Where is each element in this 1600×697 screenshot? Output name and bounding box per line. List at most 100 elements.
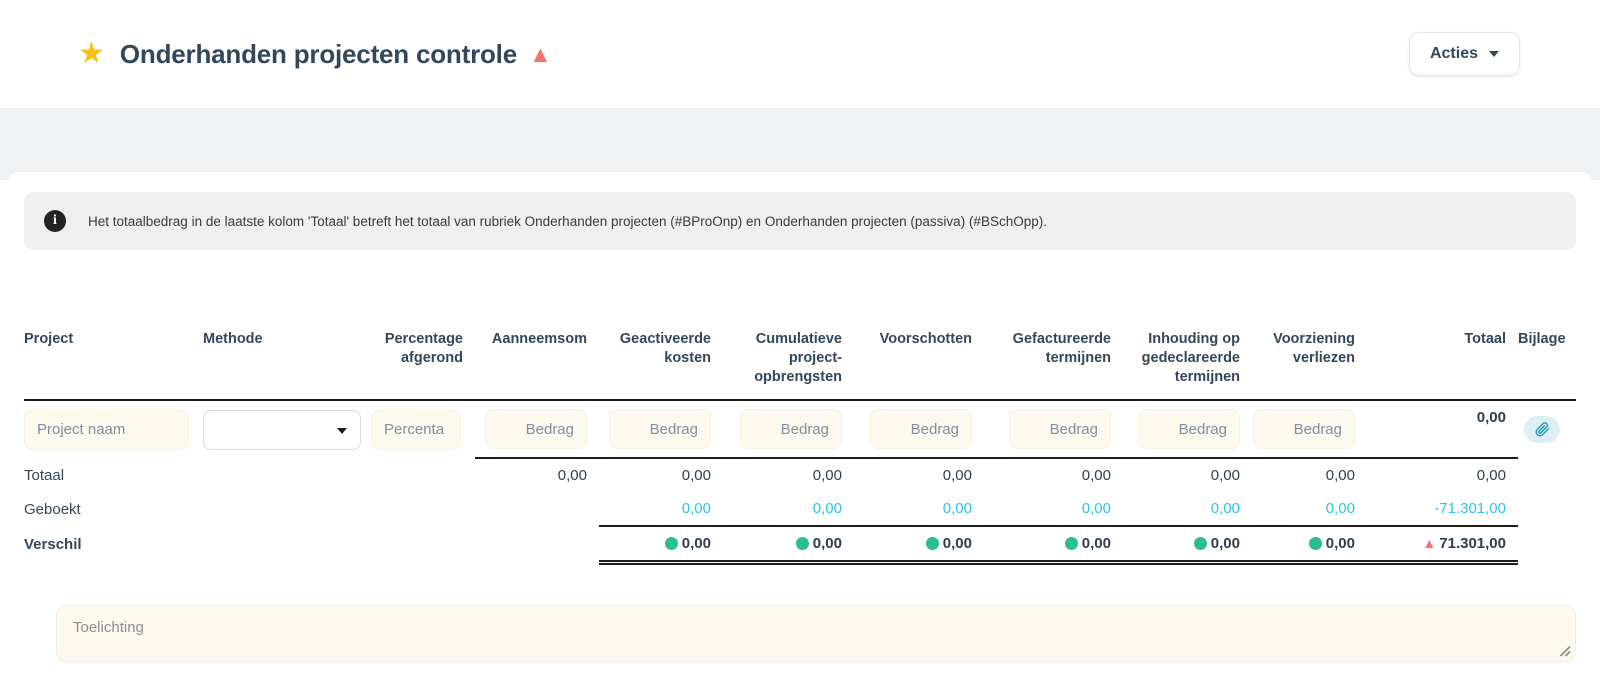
geactiveerde-kosten-input[interactable] (609, 409, 711, 450)
column-header-gefactureerde-termijnen: Gefactureerde termijnen (984, 330, 1123, 402)
status-ok-dot-icon (1193, 537, 1207, 551)
empty-cell (1518, 492, 1576, 526)
subheader-band (0, 108, 1600, 180)
table-header-row: Project Methode Percentage afgerond Aann… (24, 330, 1576, 402)
empty-cell (1518, 458, 1576, 492)
methode-select[interactable] (203, 409, 361, 450)
totaal-voorschotten: 0,00 (854, 457, 984, 493)
totaal-gefactureerde-termijnen: 0,00 (984, 457, 1123, 493)
empty-cell (1518, 526, 1576, 562)
verschil-totaal: ▲ 71.301,00 (1367, 525, 1518, 565)
project-name-input[interactable] (24, 409, 189, 450)
column-header-bijlage: Bijlage (1518, 330, 1576, 402)
geboekt-totaal[interactable]: -71.301,00 (1434, 500, 1506, 518)
attachment-button[interactable] (1524, 416, 1560, 444)
column-header-methode: Methode (203, 330, 371, 402)
verschil-inhouding-termijnen: 0,00 (1123, 525, 1252, 565)
input-row-totaal-value: 0,00 (1476, 409, 1506, 427)
bijlage-cell (1518, 400, 1576, 458)
verschil-value: 0,00 (681, 535, 711, 553)
totaal-totaal: 0,00 (1367, 457, 1518, 493)
geboekt-voorziening-verliezen[interactable]: 0,00 (1325, 500, 1355, 518)
cumulatieve-opbrengsten-cell (723, 400, 854, 458)
content-card: i Het totaalbedrag in de laatste kolom '… (8, 172, 1592, 697)
paperclip-icon (1535, 422, 1549, 437)
column-header-inhouding-gedeclareerde-termijnen: Inhouding op gedeclareerde termijnen (1123, 330, 1252, 402)
toelichting-wrapper (56, 604, 1576, 662)
empty-cell (475, 526, 599, 562)
column-header-voorschotten: Voorschotten (854, 330, 984, 402)
geboekt-cumulatieve-opbrengsten[interactable]: 0,00 (812, 500, 842, 518)
totaal-cumulatieve-opbrengsten: 0,00 (723, 457, 854, 493)
gefactureerde-termijnen-input[interactable] (1009, 409, 1111, 450)
geboekt-geactiveerde-kosten[interactable]: 0,00 (681, 500, 711, 518)
voorziening-verliezen-input[interactable] (1253, 409, 1355, 450)
actions-button-label: Acties (1429, 45, 1478, 62)
chevron-down-icon (1489, 51, 1499, 57)
toelichting-textarea[interactable] (56, 604, 1576, 662)
voorschotten-input[interactable] (870, 409, 972, 450)
status-ok-dot-icon (1308, 537, 1322, 551)
verschil-value: 71.301,00 (1439, 535, 1506, 553)
voorziening-verliezen-cell (1252, 400, 1367, 458)
warning-triangle-icon: ▲ (528, 40, 552, 67)
favorite-star-icon[interactable]: ★ (78, 37, 105, 70)
geboekt-gefactureerde-termijnen[interactable]: 0,00 (1081, 500, 1111, 518)
table-input-row: 0,00 (24, 400, 1576, 458)
column-header-geactiveerde-kosten: Geactiveerde kosten (599, 330, 723, 402)
verschil-row: Verschil 0,00 0,00 0,00 0,00 0,00 0,00 ▲… (24, 525, 1576, 565)
inhouding-termijnen-cell (1123, 400, 1252, 458)
empty-cell (371, 458, 475, 492)
info-banner-text: Het totaalbedrag in de laatste kolom 'To… (88, 213, 1047, 229)
totaal-row: Totaal 0,00 0,00 0,00 0,00 0,00 0,00 0,0… (24, 457, 1576, 493)
cumulatieve-opbrengsten-input[interactable] (740, 409, 842, 450)
page-header: ★ Onderhanden projecten controle ▲ Actie… (0, 0, 1600, 108)
verschil-gefactureerde-termijnen: 0,00 (984, 525, 1123, 565)
totaal-row-label: Totaal (24, 466, 65, 484)
verschil-cumulatieve-opbrengsten: 0,00 (723, 525, 854, 565)
verschil-voorziening-verliezen: 0,00 (1252, 525, 1367, 565)
totaal-geactiveerde-kosten: 0,00 (599, 457, 723, 493)
column-header-cumulatieve-projectopbrengsten: Cumulatieve project-opbrengsten (723, 330, 854, 402)
verschil-geactiveerde-kosten: 0,00 (599, 525, 723, 565)
verschil-value: 0,00 (1325, 535, 1355, 553)
info-banner: i Het totaalbedrag in de laatste kolom '… (24, 192, 1576, 250)
column-header-percentage-afgerond: Percentage afgerond (371, 330, 475, 402)
verschil-row-label: Verschil (24, 535, 82, 553)
status-ok-dot-icon (925, 537, 939, 551)
actions-button[interactable]: Acties (1408, 32, 1520, 76)
verschil-value: 0,00 (1210, 535, 1240, 553)
gefactureerde-termijnen-cell (984, 400, 1123, 458)
page-title: Onderhanden projecten controle (119, 38, 517, 69)
empty-cell (371, 492, 475, 526)
column-header-project: Project (24, 330, 203, 402)
resize-handle-icon[interactable] (1559, 645, 1571, 657)
inhouding-termijnen-input[interactable] (1138, 409, 1240, 450)
empty-cell (203, 458, 371, 492)
status-ok-dot-icon (1064, 537, 1078, 551)
verschil-value: 0,00 (1081, 535, 1111, 553)
empty-cell (475, 492, 599, 526)
voorschotten-cell (854, 400, 984, 458)
info-icon: i (44, 210, 66, 232)
geboekt-voorschotten[interactable]: 0,00 (942, 500, 972, 518)
status-ok-dot-icon (795, 537, 809, 551)
aanneemsom-input[interactable] (485, 409, 587, 450)
geactiveerde-kosten-cell (599, 400, 723, 458)
geboekt-row: Geboekt 0,00 0,00 0,00 0,00 0,00 0,00 -7… (24, 492, 1576, 526)
column-header-totaal: Totaal (1367, 330, 1518, 402)
project-cell (24, 400, 203, 458)
column-header-aanneemsom: Aanneemsom (475, 330, 599, 402)
select-caret-icon (337, 427, 347, 434)
aanneemsom-cell (475, 400, 599, 458)
empty-cell (203, 526, 371, 562)
projects-control-table: Project Methode Percentage afgerond Aann… (24, 330, 1576, 565)
verschil-value: 0,00 (942, 535, 972, 553)
totaal-voorziening-verliezen: 0,00 (1252, 457, 1367, 493)
percentage-cell (371, 400, 475, 458)
percentage-input[interactable] (371, 409, 461, 450)
totaal-inhouding-termijnen: 0,00 (1123, 457, 1252, 493)
geboekt-inhouding-termijnen[interactable]: 0,00 (1210, 500, 1240, 518)
status-alert-triangle-icon: ▲ (1422, 535, 1437, 552)
totaal-aanneemsom: 0,00 (475, 457, 599, 493)
